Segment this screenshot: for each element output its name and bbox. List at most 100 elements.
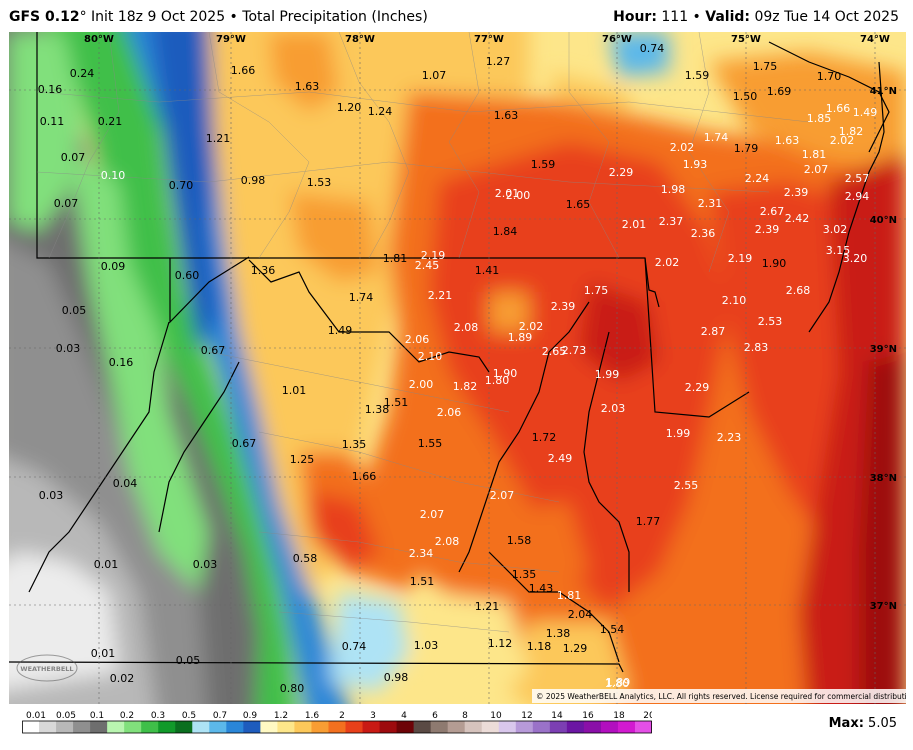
de-border	[644, 257, 750, 418]
legend-color-swatch	[498, 721, 517, 733]
va-nc-border	[9, 661, 624, 673]
precip-value: 1.43	[529, 582, 554, 595]
precip-value: 2.19	[728, 252, 753, 265]
precip-value: 2.68	[786, 284, 811, 297]
precip-value: 2.01	[622, 218, 647, 231]
precip-value: 2.55	[674, 479, 699, 492]
precip-value: 0.67	[201, 344, 226, 357]
precip-value: 0.07	[54, 197, 79, 210]
potomac-border	[248, 259, 490, 373]
precip-value: 1.81	[802, 148, 827, 161]
precip-value: 1.89	[508, 331, 533, 344]
precip-value: 1.99	[666, 427, 691, 440]
legend-tick: 0.9	[243, 711, 258, 721]
precip-value: 1.50	[733, 90, 758, 103]
precip-value: 2.67	[760, 205, 785, 218]
precip-value: 2.42	[785, 212, 810, 225]
pa-border	[36, 32, 660, 308]
legend-color-swatch	[481, 721, 500, 733]
precip-value: 1.53	[307, 176, 332, 189]
precip-value: 1.59	[531, 158, 556, 171]
precip-value: 0.10	[101, 169, 126, 182]
latitude-label: 39°N	[870, 344, 897, 355]
precip-value: 0.67	[232, 437, 257, 450]
precip-value: 0.01	[91, 647, 116, 660]
legend-tick: 0.7	[213, 711, 227, 721]
legend-tick: 20	[643, 711, 652, 721]
precip-value: 2.57	[845, 172, 870, 185]
precip-value: 2.87	[701, 325, 726, 338]
precip-value: 0.03	[39, 489, 64, 502]
precip-value: 2.19	[421, 249, 446, 262]
precip-value: 1.72	[532, 431, 557, 444]
precip-value: 1.98	[661, 183, 686, 196]
legend-color-swatch	[90, 721, 108, 733]
precip-value: 2.94	[845, 190, 870, 203]
legend-color-swatch	[192, 721, 210, 733]
precip-value: 2.39	[551, 300, 576, 313]
state-borders	[9, 32, 890, 673]
precip-value: 2.23	[717, 431, 742, 444]
va-wv-border-2	[158, 361, 240, 533]
precip-value: 2.08	[435, 535, 460, 548]
precip-value: 2.24	[745, 172, 770, 185]
legend-color-swatch	[634, 721, 652, 733]
md-wv-border	[169, 256, 250, 324]
legend-color-swatch	[243, 721, 261, 733]
precip-value: 0.58	[293, 552, 318, 565]
precip-value: 1.58	[507, 534, 532, 547]
precip-value: 0.05	[176, 654, 201, 667]
precip-value: 2.02	[830, 134, 855, 147]
legend-color-swatch	[396, 721, 415, 733]
precip-value: 1.85	[807, 112, 832, 125]
precip-value: 2.34	[409, 547, 434, 560]
legend-color-swatch	[260, 721, 278, 733]
valid-time: 09z Tue 14 Oct 2025	[754, 9, 899, 25]
max-value: 5.05	[868, 716, 897, 731]
legend-tick: 4	[401, 711, 407, 721]
precip-value: 1.36	[251, 264, 276, 277]
precip-value: 1.49	[328, 324, 353, 337]
longitude-label: 79°W	[216, 34, 246, 45]
precip-value: 1.20	[337, 101, 362, 114]
legend-color-swatch	[328, 721, 347, 733]
longitude-label: 75°W	[731, 34, 761, 45]
precip-value: 1.81	[557, 589, 582, 602]
latitude-label: 41°N	[870, 86, 897, 97]
precip-value: 2.29	[609, 166, 634, 179]
legend-tick: 0.05	[56, 711, 76, 721]
precip-value: 1.54	[600, 623, 625, 636]
precip-value: 0.16	[38, 83, 63, 96]
precip-value: 2.49	[548, 452, 573, 465]
max-label-text: Max:	[828, 716, 864, 731]
legend-color-swatch	[277, 721, 295, 733]
precip-value: 2.39	[755, 223, 780, 236]
legend-tick: 0.3	[151, 711, 165, 721]
precip-value: 1.82	[453, 380, 478, 393]
longitude-label: 78°W	[345, 34, 375, 45]
precip-value: 2.00	[409, 378, 434, 391]
legend-color-swatch	[413, 721, 432, 733]
precip-value: 1.84	[493, 225, 518, 238]
precip-value: 1.35	[342, 438, 367, 451]
precip-value: 0.70	[169, 179, 194, 192]
precip-value: 1.70	[817, 70, 842, 83]
precip-value: 1.03	[414, 639, 439, 652]
precip-value: 1.66	[231, 64, 256, 77]
copyright-text: © 2025 WeatherBELL Analytics, LLC. All r…	[536, 692, 906, 701]
legend-color-swatch	[566, 721, 585, 733]
precip-value: 2.01	[495, 187, 520, 200]
precip-value: 1.21	[206, 132, 231, 145]
map-header: GFS 0.12° Init 18z 9 Oct 2025 • Total Pr…	[0, 0, 913, 32]
legend-color-swatch	[600, 721, 619, 733]
precipitation-field	[9, 32, 906, 704]
map-title: GFS 0.12° Init 18z 9 Oct 2025 • Total Pr…	[9, 9, 428, 25]
precip-value: 1.55	[418, 437, 443, 450]
precip-value: 2.53	[758, 315, 783, 328]
precip-value: 2.39	[784, 186, 809, 199]
precip-value: 0.24	[70, 67, 95, 80]
legend-color-swatch	[39, 721, 57, 733]
legend-color-bar	[22, 720, 652, 734]
precip-value: 2.45	[415, 259, 440, 272]
precip-value: 3.02	[823, 223, 848, 236]
